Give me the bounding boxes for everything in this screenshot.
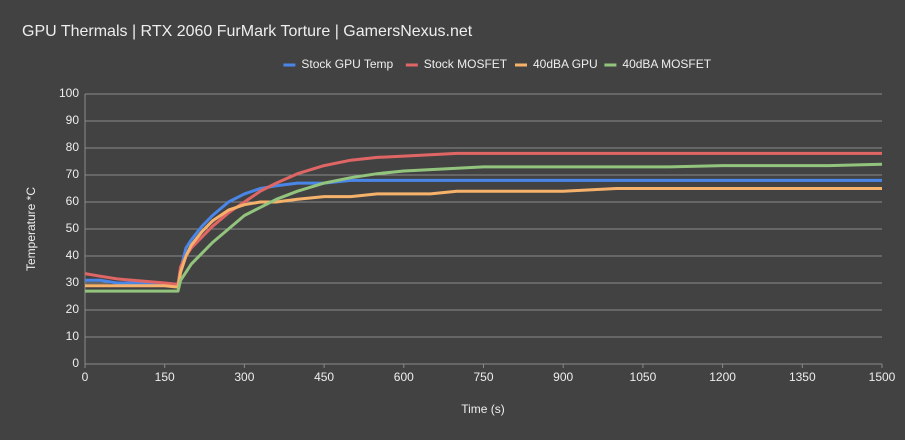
- series-line: [85, 162, 883, 293]
- legend-label: Stock GPU Temp: [301, 57, 393, 71]
- legend-label: 40dBA GPU: [533, 57, 598, 71]
- x-tick-label: 900: [553, 370, 573, 384]
- x-tick-label: 300: [234, 370, 254, 384]
- y-tick-label: 0: [72, 356, 79, 370]
- legend-label: Stock MOSFET: [424, 57, 508, 71]
- x-tick-label: 150: [155, 370, 175, 384]
- y-tick-label: 30: [66, 275, 80, 289]
- x-tick-label: 0: [82, 370, 89, 384]
- x-tick-label: 750: [473, 370, 493, 384]
- y-tick-label: 10: [66, 329, 80, 343]
- chart-title: GPU Thermals | RTX 2060 FurMark Torture …: [22, 23, 473, 40]
- y-tick-label: 50: [66, 221, 80, 235]
- y-axis-label: Temperature *C: [24, 187, 38, 271]
- x-tick-label: 1200: [709, 370, 736, 384]
- x-tick-label: 1350: [789, 370, 816, 384]
- x-tick-label: 450: [314, 370, 334, 384]
- y-tick-label: 80: [66, 140, 80, 154]
- y-tick-label: 70: [66, 167, 80, 181]
- x-tick-label: 1050: [630, 370, 657, 384]
- x-tick-label: 600: [394, 370, 414, 384]
- y-tick-label: 100: [59, 86, 79, 100]
- series-line: [85, 187, 882, 289]
- y-tick-label: 60: [66, 194, 80, 208]
- series-line: [84, 151, 882, 286]
- legend-label: 40dBA MOSFET: [622, 57, 711, 71]
- y-tick-label: 90: [66, 113, 80, 127]
- x-tick-label: 1500: [869, 370, 896, 384]
- y-tick-label: 20: [66, 302, 80, 316]
- x-axis-label: Time (s): [461, 402, 505, 416]
- y-tick-label: 40: [66, 248, 80, 262]
